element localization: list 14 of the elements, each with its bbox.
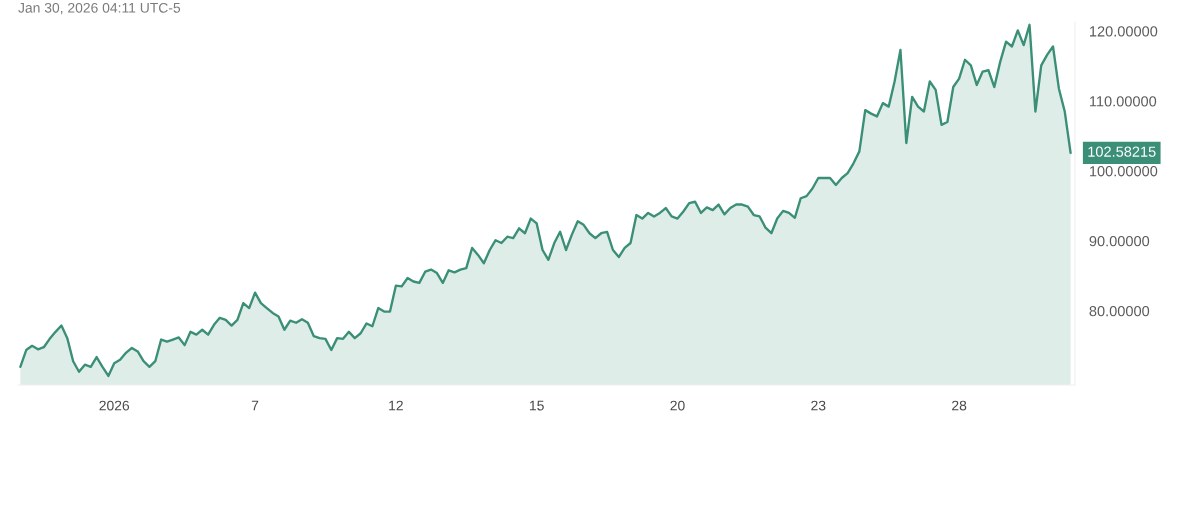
x-tick-label: 28 bbox=[952, 400, 967, 411]
data-label: 102.58215 bbox=[1088, 146, 1156, 157]
x-tick-label: 2026 bbox=[99, 400, 130, 411]
x-tick-label: 20 bbox=[670, 400, 685, 411]
y-tick-label: 100.00000 bbox=[1090, 166, 1158, 177]
x-tick-label: 12 bbox=[389, 400, 403, 411]
y-tick-label: 110.00000 bbox=[1090, 96, 1157, 107]
y-tick-label: 120.00000 bbox=[1090, 26, 1158, 37]
y-tick-label: 80.00000 bbox=[1089, 305, 1150, 317]
y-tick-label: 90.00000 bbox=[1089, 236, 1150, 247]
x-tick-label: 15 bbox=[530, 400, 544, 411]
x-tick-label: 23 bbox=[811, 400, 826, 411]
x-tick-label: 7 bbox=[251, 400, 259, 411]
text: Jan 30, 2026 04:11 UTC-5 bbox=[18, 2, 181, 15]
